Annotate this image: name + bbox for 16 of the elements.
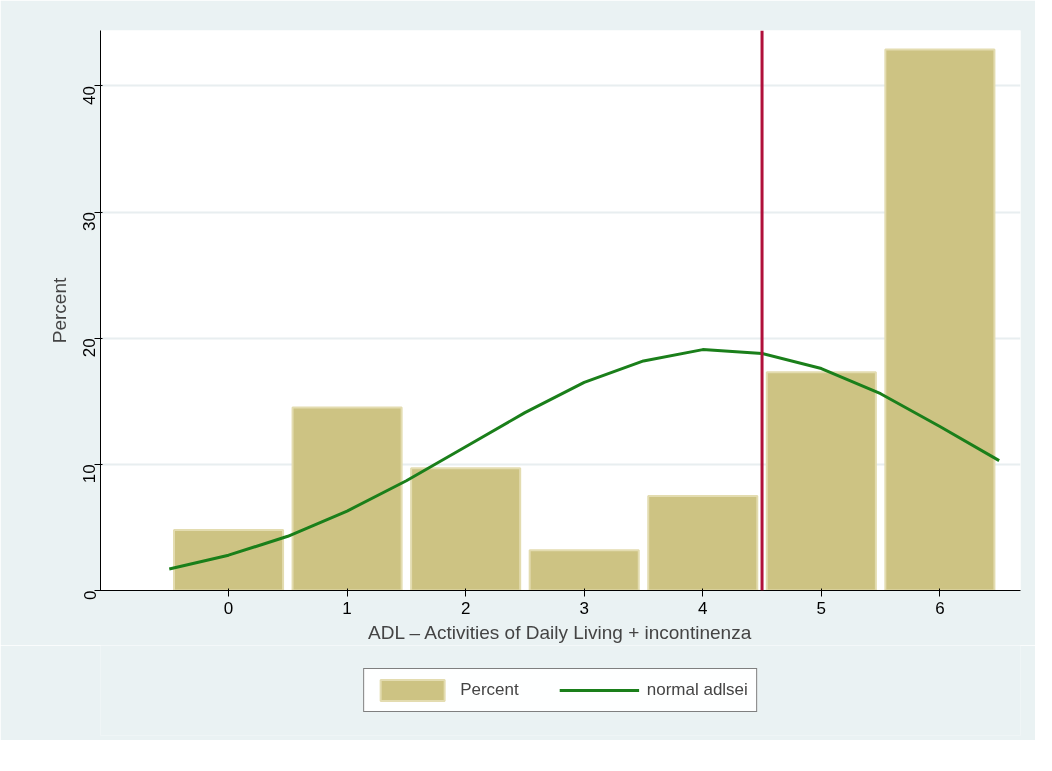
x-tick-label: 0: [223, 598, 234, 618]
x-tick-label: 4: [698, 598, 708, 618]
y-tick-label: 30: [80, 212, 100, 232]
x-axis-title: ADL – Activities of Daily Living + incontinenza: [368, 621, 752, 643]
x-tick-label: 3: [579, 598, 589, 618]
x-tick-label: 1: [342, 598, 352, 618]
legend-label: normal adlsei: [646, 680, 748, 700]
y-tick-label: 20: [80, 338, 100, 358]
x-tick-label: 2: [460, 598, 471, 618]
y-axis-title: Percent: [48, 277, 70, 344]
x-tick-label: 5: [816, 598, 827, 618]
y-tick-label: 10: [80, 464, 100, 484]
legend-label: Percent: [460, 680, 519, 700]
y-tick-label: 40: [80, 85, 100, 105]
x-tick-label: 6: [935, 598, 945, 618]
y-tick-label: 0: [80, 590, 100, 600]
